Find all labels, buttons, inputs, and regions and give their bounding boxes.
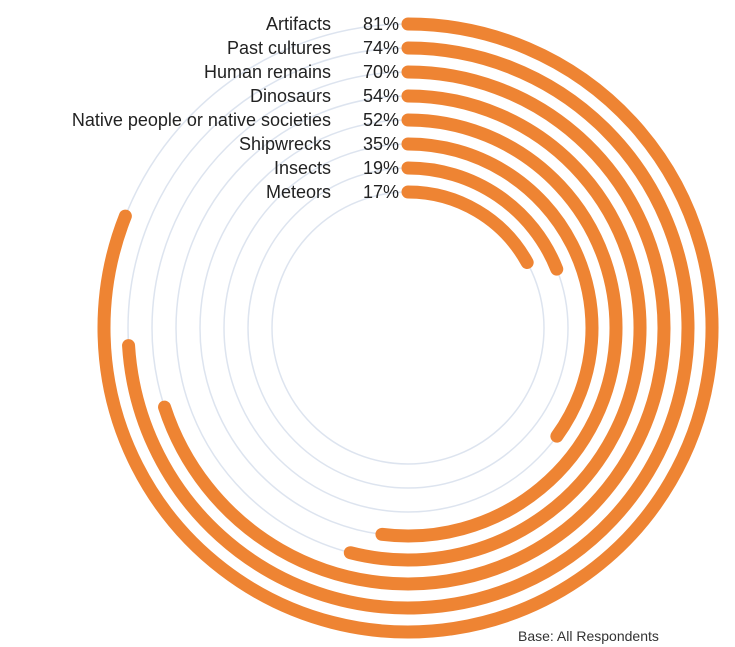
value-label: 17% (363, 182, 399, 202)
category-label: Past cultures (227, 38, 331, 58)
bar-artifacts (97, 17, 719, 639)
value-label: 70% (363, 62, 399, 82)
bar-dinosaurs (343, 89, 647, 567)
category-label: Artifacts (266, 14, 331, 34)
category-label: Native people or native societies (72, 110, 331, 130)
value-label: 74% (363, 38, 399, 58)
bar-meteors (401, 185, 534, 269)
value-label: 35% (363, 134, 399, 154)
bar-insects (401, 161, 564, 276)
base-note: Base: All Respondents (518, 628, 659, 644)
value-label: 81% (363, 14, 399, 34)
category-label: Meteors (266, 182, 331, 202)
category-label: Dinosaurs (250, 86, 331, 106)
category-label: Insects (274, 158, 331, 178)
category-label: Human remains (204, 62, 331, 82)
bar-shipwrecks (401, 137, 599, 443)
bars (97, 17, 719, 639)
value-label: 19% (363, 158, 399, 178)
value-label: 52% (363, 110, 399, 130)
bar-past-cultures (122, 41, 695, 615)
bar-native-people-or-native-societies (375, 113, 623, 543)
value-label: 54% (363, 86, 399, 106)
category-label: Shipwrecks (239, 134, 331, 154)
bar-human-remains (158, 65, 671, 591)
labels: Artifacts 81% Past cultures 74% Human remain… (72, 14, 399, 202)
